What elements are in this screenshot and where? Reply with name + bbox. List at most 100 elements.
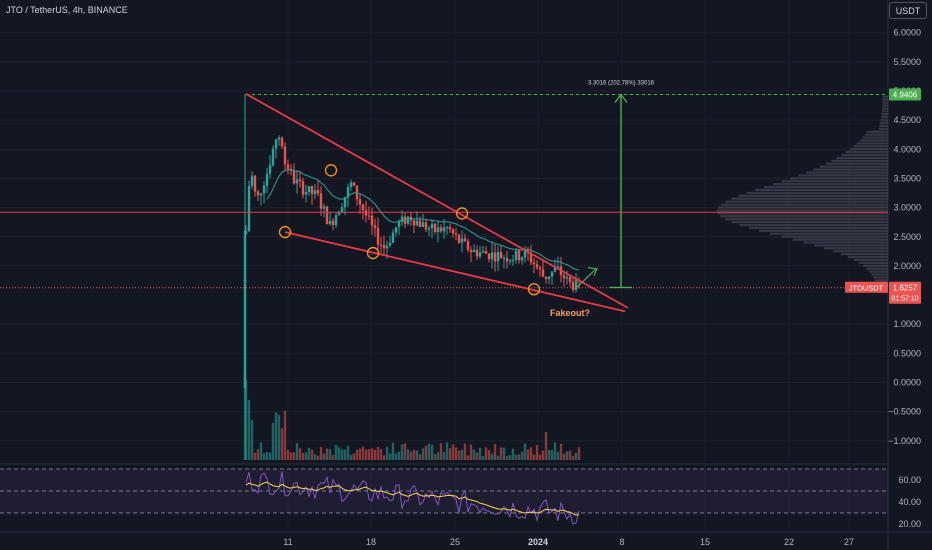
- volume-bar: [322, 453, 326, 460]
- price-tick-label: 2.0000: [893, 261, 921, 271]
- volume-profile-bar: [880, 118, 888, 122]
- volume-bar: [442, 452, 446, 460]
- candle-body: [358, 199, 362, 205]
- volume-bar: [445, 442, 449, 460]
- volume-bar: [424, 445, 428, 460]
- volume-bar: [343, 449, 347, 460]
- candle-body: [547, 276, 551, 280]
- price-axis[interactable]: 6.00005.50005.00004.50004.00003.50003.00…: [845, 28, 921, 529]
- volume-bar: [349, 454, 353, 460]
- volume-profile-bar: [882, 104, 888, 107]
- candle-body: [538, 267, 542, 270]
- volume-bar: [472, 449, 476, 460]
- candle-body: [496, 252, 500, 262]
- candle-body: [427, 228, 431, 230]
- rsi-pane[interactable]: [0, 468, 888, 525]
- volume-bar: [394, 453, 398, 460]
- volume-bar: [538, 454, 542, 460]
- time-tick-label: 11: [283, 537, 292, 547]
- candle-body: [424, 222, 428, 230]
- volume-bar: [265, 452, 269, 460]
- candle-body: [400, 216, 404, 222]
- candle-body: [361, 204, 365, 211]
- price-tick-label: 2.5000: [893, 232, 921, 242]
- candle-body: [286, 164, 290, 170]
- volume-profile-bar: [862, 136, 888, 139]
- candle-body: [376, 227, 380, 245]
- volume-profile-bar: [849, 148, 888, 151]
- candle-body: [298, 179, 302, 182]
- candle-body: [535, 264, 539, 268]
- volume-profile-bar: [867, 130, 888, 133]
- volume-bar: [289, 452, 293, 460]
- volume-bar: [514, 454, 518, 460]
- candle-body: [490, 252, 494, 260]
- volume-bar: [247, 400, 251, 460]
- candle-body: [571, 281, 575, 290]
- candle-body: [448, 227, 452, 230]
- candle-body: [454, 233, 458, 235]
- volume-bar: [352, 453, 356, 460]
- candle-body: [277, 137, 281, 140]
- volume-bar: [355, 449, 359, 460]
- volume-bar: [367, 449, 371, 460]
- time-tick-label: 15: [700, 537, 710, 547]
- volume-profile-bar: [720, 203, 888, 206]
- candle-body: [271, 148, 275, 166]
- volume-bar: [373, 449, 377, 460]
- candle-body: [463, 238, 467, 242]
- candle-body: [457, 234, 461, 243]
- volume-bar: [553, 442, 557, 460]
- candlestick-series[interactable]: [243, 93, 581, 389]
- volume-profile-bar: [772, 183, 888, 186]
- candle-body: [406, 216, 410, 224]
- candle-body: [568, 276, 572, 282]
- volume-profile-bar: [866, 267, 888, 270]
- volume-profile-bar: [882, 107, 888, 110]
- volume-bar: [559, 443, 563, 460]
- candle-body: [325, 206, 329, 225]
- candle-body: [247, 185, 251, 232]
- candle-body: [556, 266, 560, 268]
- currency-button[interactable]: USDT: [889, 2, 927, 19]
- volume-bar: [523, 443, 527, 460]
- volume-bar: [571, 455, 575, 460]
- candle-body: [517, 250, 521, 261]
- drawing-overlays[interactable]: 3.3016 (202.78%) 33016 Fakeout?: [0, 80, 888, 318]
- rsi-tick-label: 40.00: [898, 497, 921, 507]
- volume-bar: [574, 452, 578, 460]
- volume-bar: [568, 450, 572, 460]
- volume-profile-bar: [746, 191, 888, 195]
- volume-bar: [481, 455, 485, 460]
- volume-bar: [415, 450, 419, 460]
- volume-profile-bar: [863, 264, 888, 267]
- candle-body: [466, 241, 470, 250]
- volume-bar: [496, 455, 500, 460]
- volume-profile-bar: [858, 261, 888, 264]
- symbol-tag-label: JTOUSDT: [849, 284, 884, 293]
- candle-body: [256, 191, 260, 196]
- volume-bar: [286, 449, 290, 460]
- candle-body: [280, 137, 284, 147]
- candle-body: [292, 170, 296, 184]
- volume-bar: [532, 454, 536, 460]
- volume-bar: [385, 446, 389, 460]
- volume-profile-bar: [836, 156, 888, 160]
- touch-point-circle: [324, 164, 338, 177]
- candle-body: [283, 146, 287, 165]
- volume-profile-bar: [871, 273, 888, 276]
- volume-profile-bar: [717, 212, 888, 215]
- volume-profile-bar: [881, 113, 888, 116]
- volume-profile-bar: [814, 244, 888, 247]
- candle-body: [331, 220, 335, 226]
- volume-profile-bar: [840, 253, 888, 256]
- volume-bar: [565, 451, 569, 460]
- volume-bar: [277, 414, 281, 460]
- candle-body: [379, 244, 383, 246]
- time-axis[interactable]: 11 18 25 2024 8 15 22 27: [283, 537, 854, 547]
- candle-body: [451, 229, 455, 234]
- volume-profile-bar: [873, 276, 888, 279]
- volume-bar: [493, 444, 497, 460]
- volume-bar: [382, 455, 386, 460]
